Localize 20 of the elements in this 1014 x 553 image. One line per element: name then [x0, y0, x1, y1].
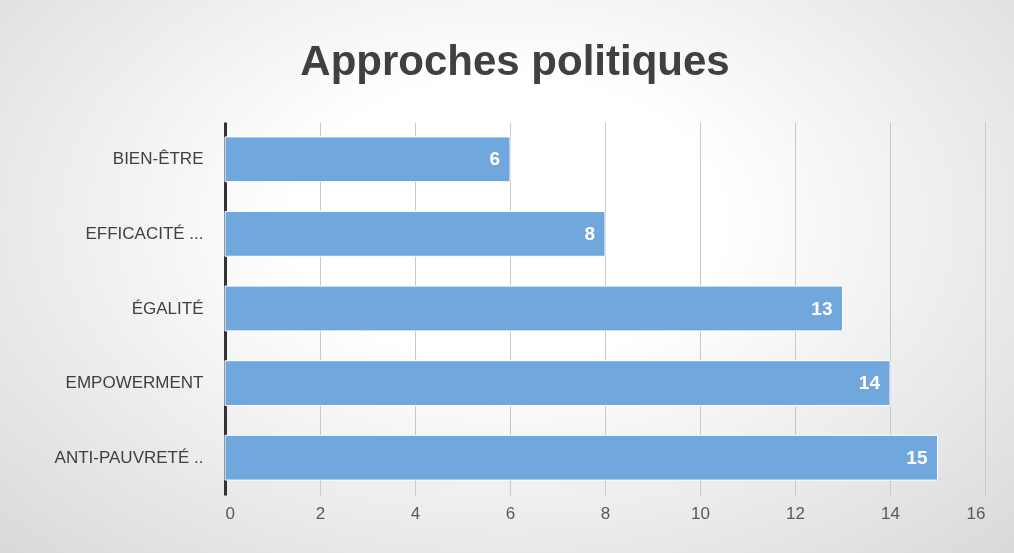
- x-tick-label: 16: [966, 503, 986, 523]
- x-tick-label: 14: [881, 503, 900, 523]
- data-label: 14: [858, 372, 881, 394]
- x-tick-label: 2: [315, 503, 326, 523]
- x-tick-label: 0: [225, 503, 235, 523]
- x-tick-label: 10: [691, 503, 710, 523]
- chart-title: Approches politiques: [300, 37, 730, 84]
- x-tick-label: 8: [600, 503, 611, 523]
- x-tick-label: 6: [505, 503, 516, 523]
- y-tick-label: EFFICACITÉ ...: [85, 223, 204, 243]
- x-tick-label: 12: [786, 503, 805, 523]
- data-label: 6: [489, 148, 500, 170]
- y-tick-label: BIEN-ÊTRE: [112, 149, 204, 169]
- y-tick-label: ANTI-PAUVRETÉ ..: [54, 447, 204, 467]
- data-label: 15: [906, 446, 928, 468]
- y-tick-label: ÉGALITÉ: [131, 298, 204, 318]
- data-label: 8: [584, 222, 595, 244]
- data-label: 13: [811, 297, 833, 319]
- x-tick-label: 4: [410, 503, 421, 523]
- y-tick-label: EMPOWERMENT: [65, 373, 204, 393]
